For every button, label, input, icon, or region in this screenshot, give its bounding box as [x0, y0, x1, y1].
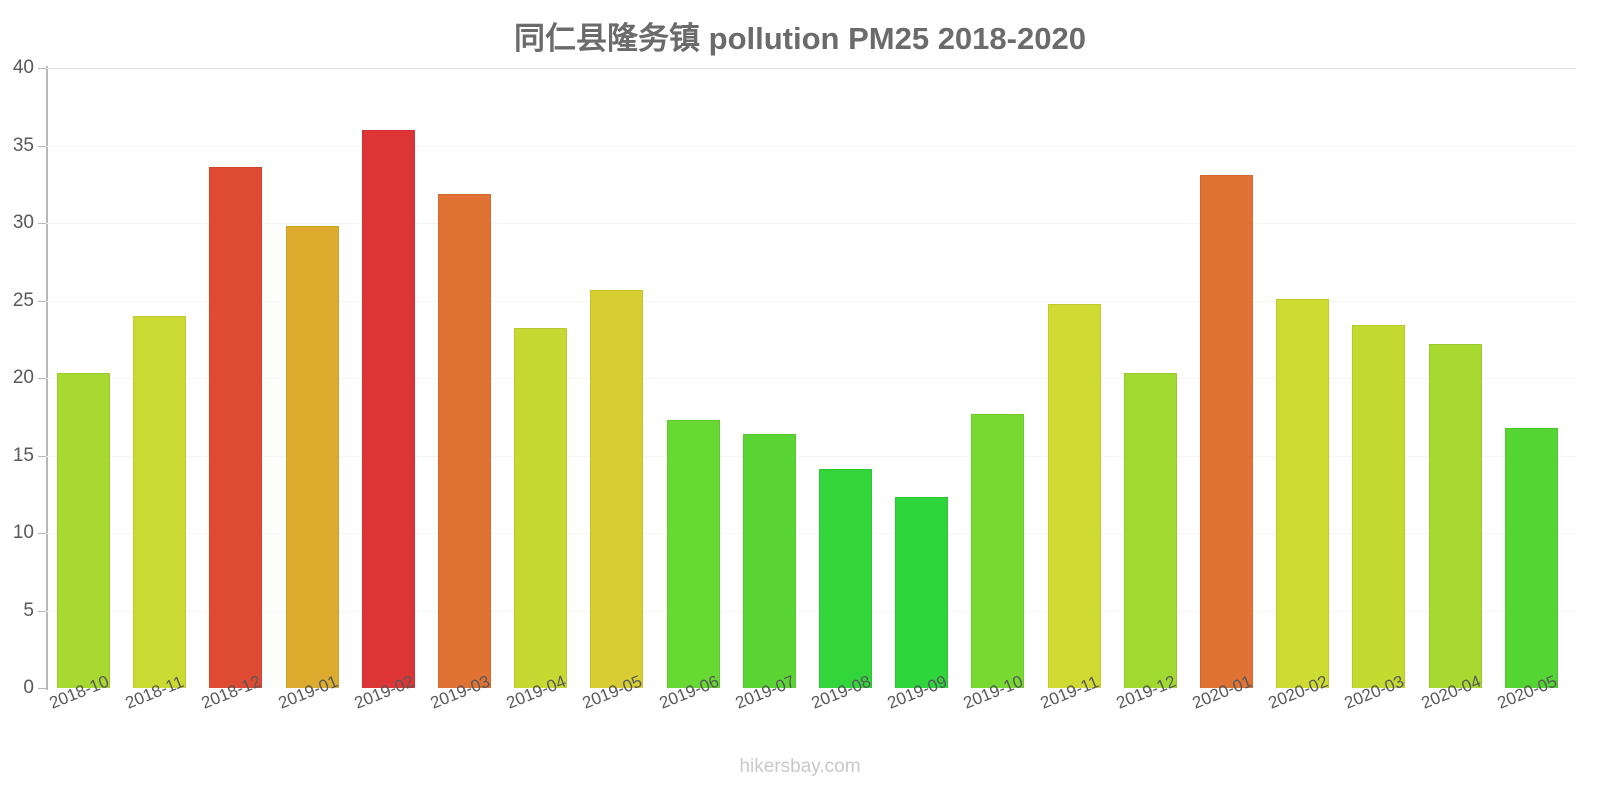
bar-2020-01[interactable]	[1200, 174, 1253, 688]
y-tick-label: 40	[12, 57, 34, 78]
y-tick-mark	[38, 145, 46, 147]
bar-2018-10[interactable]	[57, 373, 110, 688]
bar-2020-02[interactable]	[1276, 298, 1330, 688]
gridline	[46, 145, 1576, 147]
bar-2020-04[interactable]	[1428, 343, 1482, 688]
y-tick-label: 30	[12, 212, 34, 233]
bar-2019-12[interactable]	[1123, 373, 1177, 688]
gridline	[46, 378, 1576, 379]
gridline	[46, 610, 1576, 612]
bar-2019-03[interactable]	[438, 193, 491, 688]
y-tick-label: 35	[12, 134, 34, 156]
bar-2019-01[interactable]	[285, 226, 339, 688]
y-tick-label: 15	[12, 444, 34, 466]
y-tick-mark	[38, 68, 46, 69]
gridline	[46, 68, 1576, 69]
bar-2018-12[interactable]	[209, 167, 263, 688]
bar-2019-05[interactable]	[590, 289, 644, 688]
gridline	[46, 533, 1576, 534]
bar-2019-07[interactable]	[742, 433, 796, 688]
bar-2020-03[interactable]	[1352, 325, 1406, 688]
bar-2019-09[interactable]	[895, 497, 949, 688]
y-tick-mark	[38, 300, 46, 302]
bar-2020-05[interactable]	[1504, 427, 1558, 688]
y-tick-label: 10	[12, 522, 34, 543]
y-tick-label: 25	[12, 289, 34, 311]
gridline	[46, 300, 1576, 302]
bar-2019-10[interactable]	[971, 413, 1025, 688]
y-tick-mark	[38, 378, 46, 379]
bar-2019-11[interactable]	[1047, 303, 1101, 688]
gridline	[46, 223, 1576, 224]
y-tick-label: 20	[12, 367, 34, 388]
gridline	[46, 455, 1576, 457]
bar-2019-04[interactable]	[514, 328, 568, 688]
y-tick-mark	[38, 610, 46, 612]
bar-2019-08[interactable]	[819, 469, 872, 688]
plot-area	[46, 68, 1576, 688]
bar-2018-11[interactable]	[133, 316, 187, 688]
y-tick-mark	[38, 688, 46, 689]
bar-2019-02[interactable]	[361, 130, 415, 688]
y-tick-label: 5	[23, 599, 34, 621]
bar-2019-06[interactable]	[666, 419, 720, 688]
watermark: hikersbay.com	[739, 756, 861, 777]
y-tick-mark	[38, 223, 46, 224]
y-tick-label: 0	[23, 677, 34, 698]
y-tick-mark	[38, 533, 46, 534]
y-tick-mark	[38, 455, 46, 457]
chart-title: 同仁县隆务镇 pollution PM25 2018-2020	[514, 21, 1086, 56]
